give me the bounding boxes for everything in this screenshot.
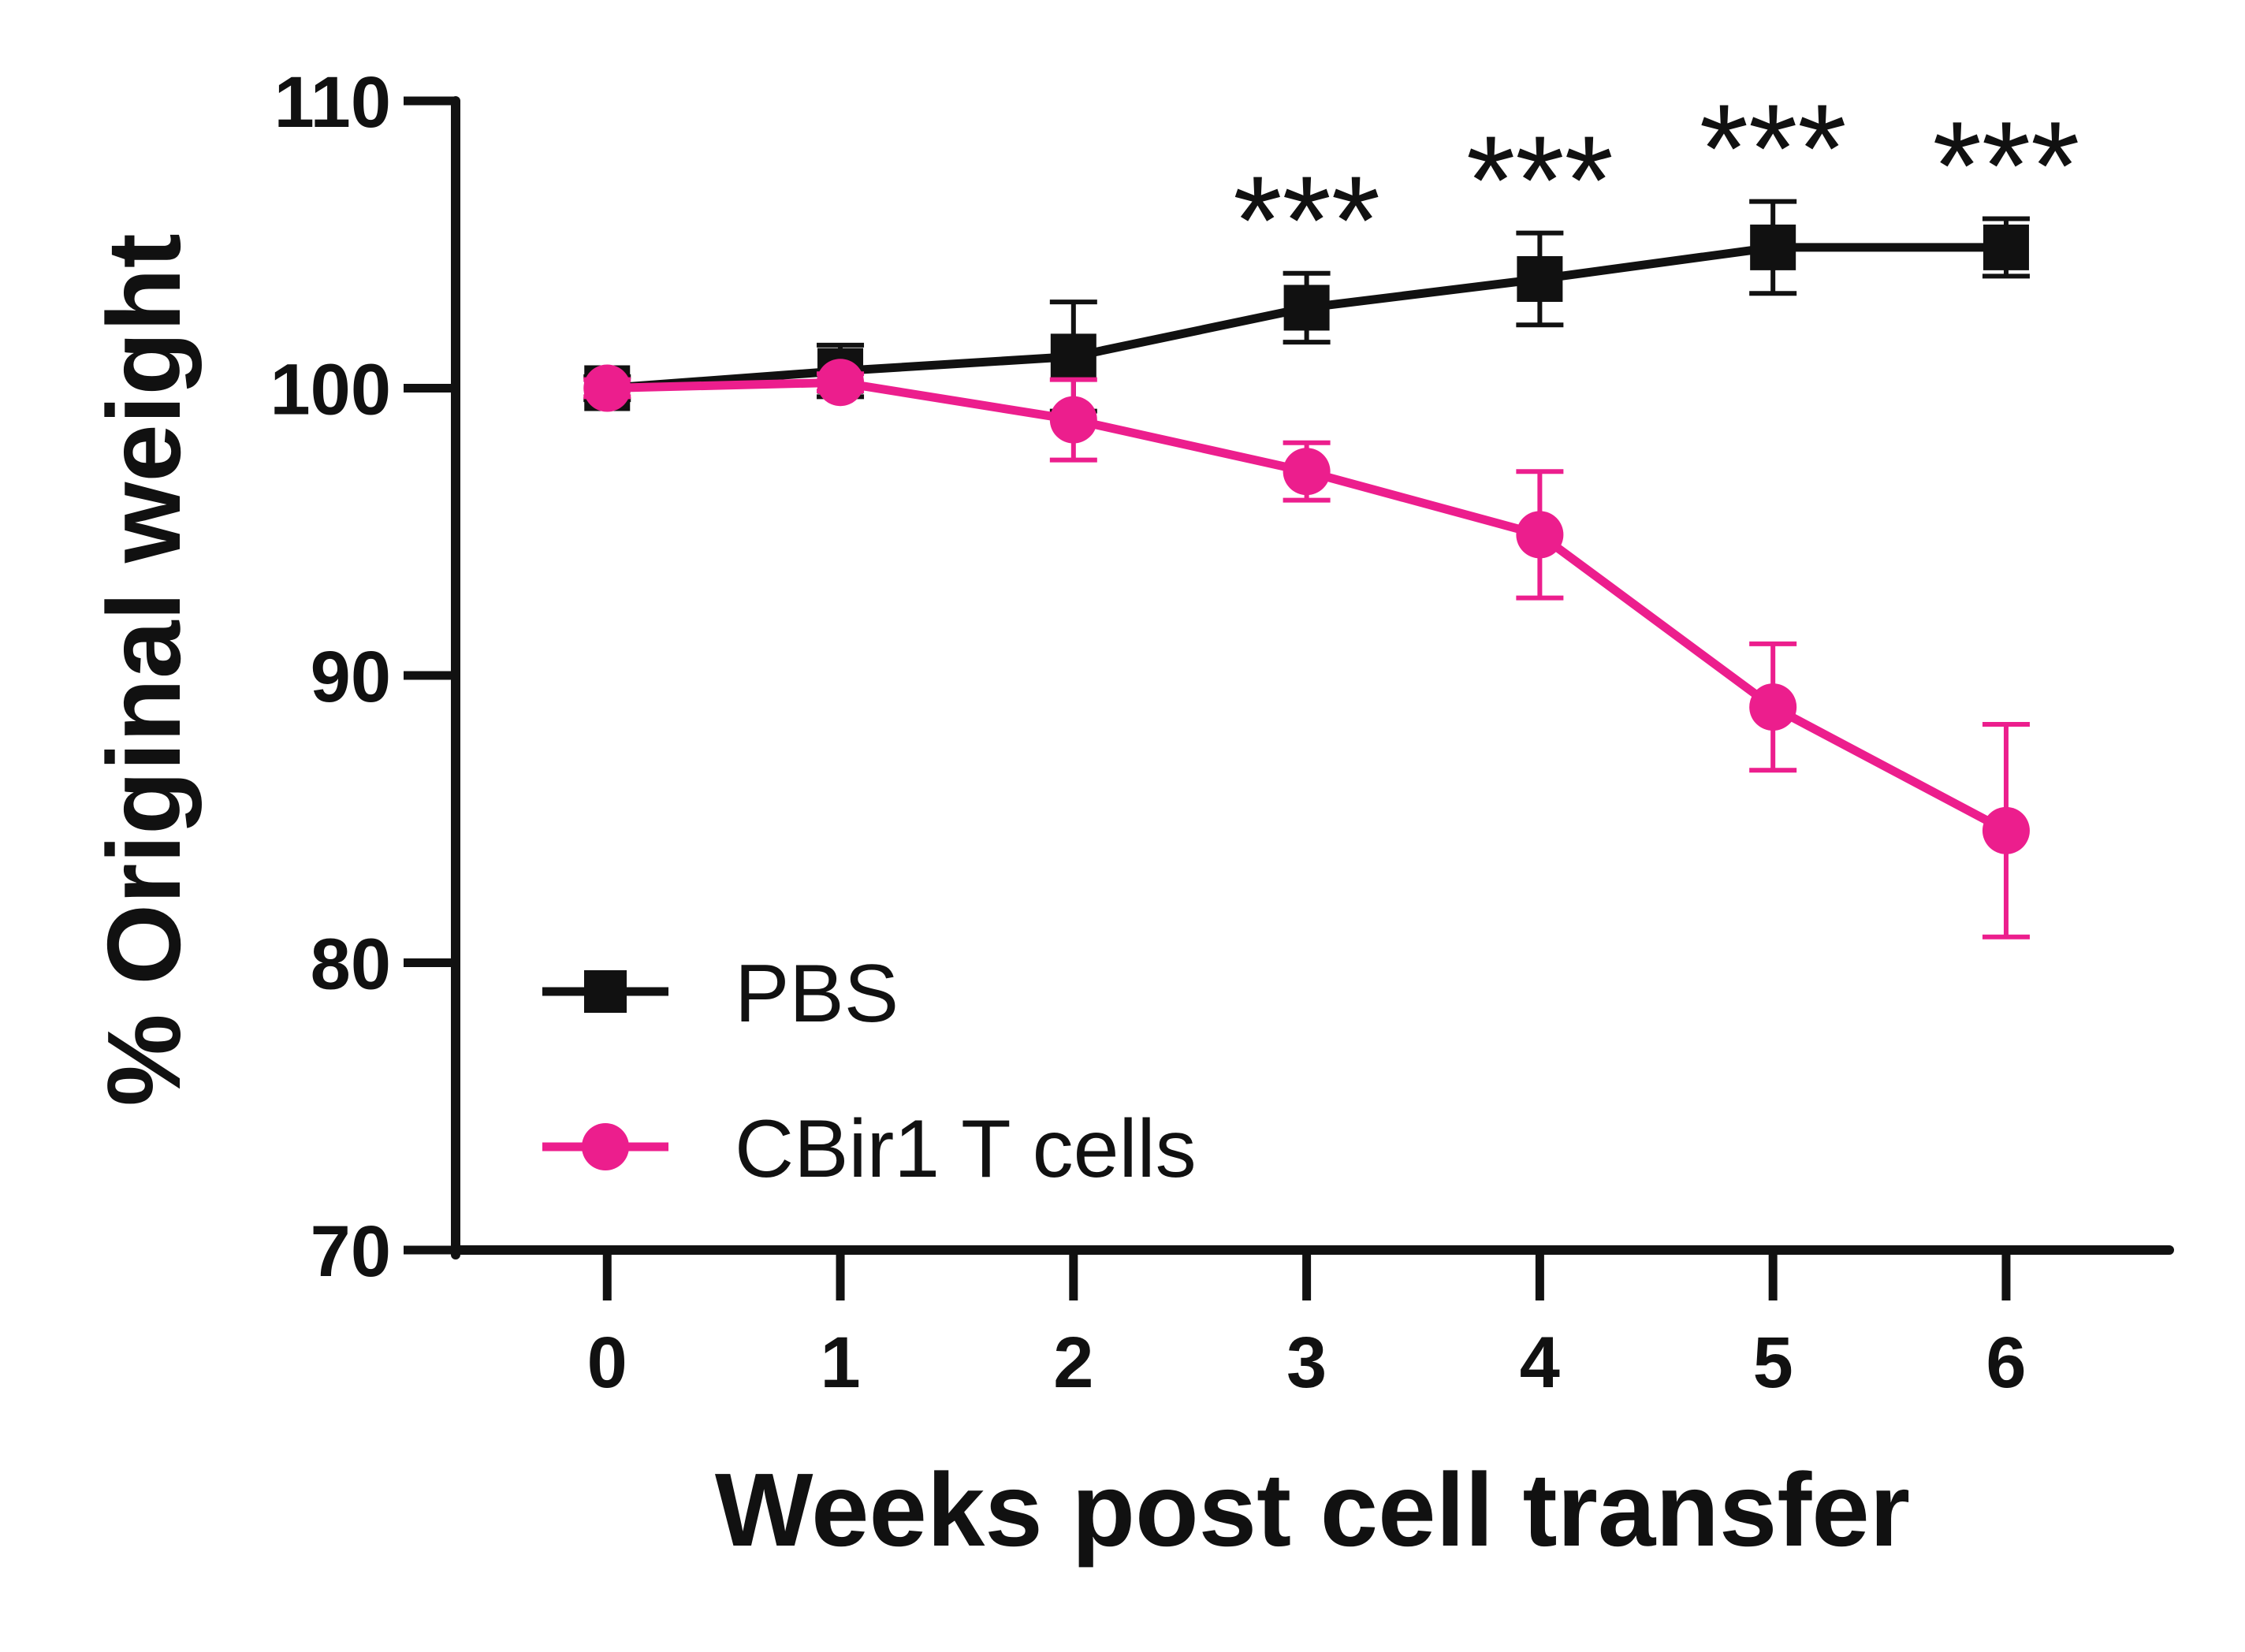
- x-tick-label-2: 2: [1053, 1323, 1093, 1403]
- significance-label-week-5: ***: [1700, 78, 1847, 219]
- point-cbir1-1: [817, 359, 865, 407]
- legend-item-pbs: PBS: [542, 948, 899, 1040]
- x-tick-label-1: 1: [820, 1323, 860, 1403]
- x-tick-label-5: 5: [1753, 1323, 1793, 1403]
- point-pbs-3: [1283, 285, 1330, 331]
- y-tick-label-90: 90: [311, 637, 391, 717]
- point-cbir1-5: [1749, 683, 1797, 731]
- point-pbs-6: [1983, 224, 2029, 270]
- point-pbs-2: [1050, 333, 1096, 380]
- x-axis-title: Weeks post cell transfer: [715, 1452, 1910, 1568]
- point-cbir1-0: [583, 364, 631, 412]
- y-tick-label-100: 100: [270, 350, 392, 430]
- y-axis-title: % Original weight: [86, 233, 202, 1106]
- x-axis-ticks: 0 1 2 3 4 5 6: [587, 1250, 2027, 1403]
- series-cbir1: [583, 359, 2030, 939]
- legend-label-pbs: PBS: [735, 948, 899, 1040]
- legend-label-cbir1: CBir1 T cells: [735, 1103, 1197, 1195]
- x-tick-label-3: 3: [1286, 1323, 1327, 1403]
- point-cbir1-4: [1516, 511, 1564, 559]
- x-tick-label-4: 4: [1520, 1323, 1560, 1403]
- y-tick-label-70: 70: [311, 1211, 391, 1292]
- point-pbs-5: [1750, 224, 1796, 270]
- legend: PBS CBir1 T cells: [542, 948, 1197, 1195]
- point-cbir1-2: [1049, 396, 1097, 444]
- point-cbir1-6: [1982, 806, 2030, 854]
- series-layer: [583, 199, 2030, 939]
- significance-label-week-4: ***: [1466, 110, 1614, 251]
- y-tick-label-80: 80: [311, 925, 391, 1005]
- x-tick-label-6: 6: [1986, 1323, 2026, 1403]
- y-axis-ticks: 70 80 90 100 110: [270, 62, 456, 1292]
- point-cbir1-3: [1283, 448, 1331, 496]
- point-pbs-4: [1517, 255, 1563, 302]
- legend-item-cbir1: CBir1 T cells: [542, 1103, 1197, 1195]
- x-tick-label-0: 0: [587, 1323, 627, 1403]
- significance-annotations: *** *** *** ***: [1233, 78, 2079, 291]
- y-tick-label-110: 110: [274, 62, 391, 143]
- significance-label-week-6: ***: [1933, 95, 2080, 236]
- legend-marker-pbs: [584, 970, 627, 1013]
- legend-marker-cbir1: [582, 1123, 629, 1170]
- significance-label-week-3: ***: [1233, 150, 1380, 291]
